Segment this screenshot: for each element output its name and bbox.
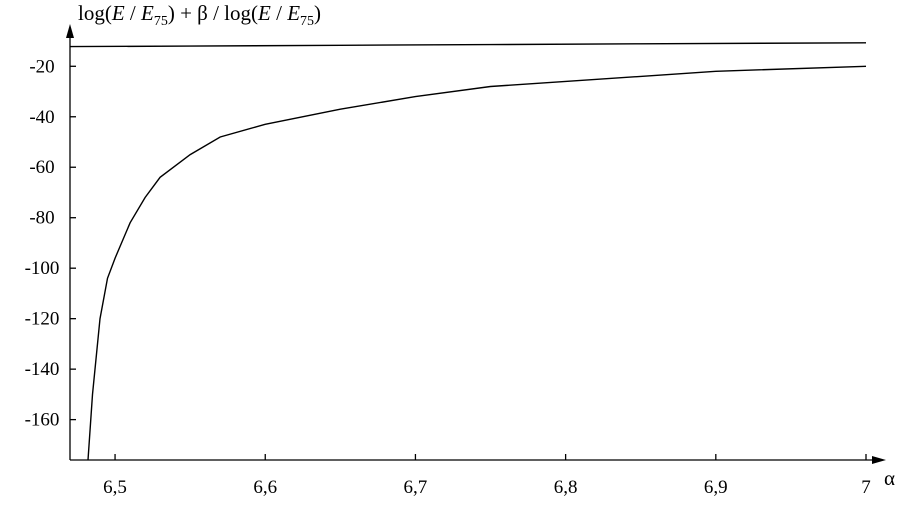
y-tick-label: -40 bbox=[29, 107, 54, 128]
y-tick-label: -100 bbox=[25, 258, 60, 279]
y-tick-label: -80 bbox=[29, 208, 54, 229]
x-axis-arrow bbox=[872, 456, 886, 464]
series-line-2 bbox=[87, 65, 867, 461]
y-tick-label: -120 bbox=[25, 309, 60, 330]
x-tick-label: 7 bbox=[861, 477, 871, 498]
y-tick-label: -160 bbox=[25, 410, 60, 431]
x-tick-label: 6,6 bbox=[253, 477, 277, 498]
y-axis-title: log(E / E75) + β / log(E / E75) bbox=[78, 1, 321, 29]
x-axis-title: α bbox=[884, 466, 895, 490]
series-line-1 bbox=[69, 42, 867, 48]
x-tick-label: 6,9 bbox=[704, 477, 728, 498]
x-tick-label: 6,8 bbox=[554, 477, 578, 498]
y-tick-label: -60 bbox=[29, 157, 54, 178]
y-axis-arrow bbox=[66, 24, 74, 38]
y-tick-label: -140 bbox=[25, 359, 60, 380]
x-tick-label: 6,5 bbox=[103, 477, 127, 498]
x-tick-label: 6,7 bbox=[404, 477, 428, 498]
y-tick-label: -20 bbox=[29, 56, 54, 77]
